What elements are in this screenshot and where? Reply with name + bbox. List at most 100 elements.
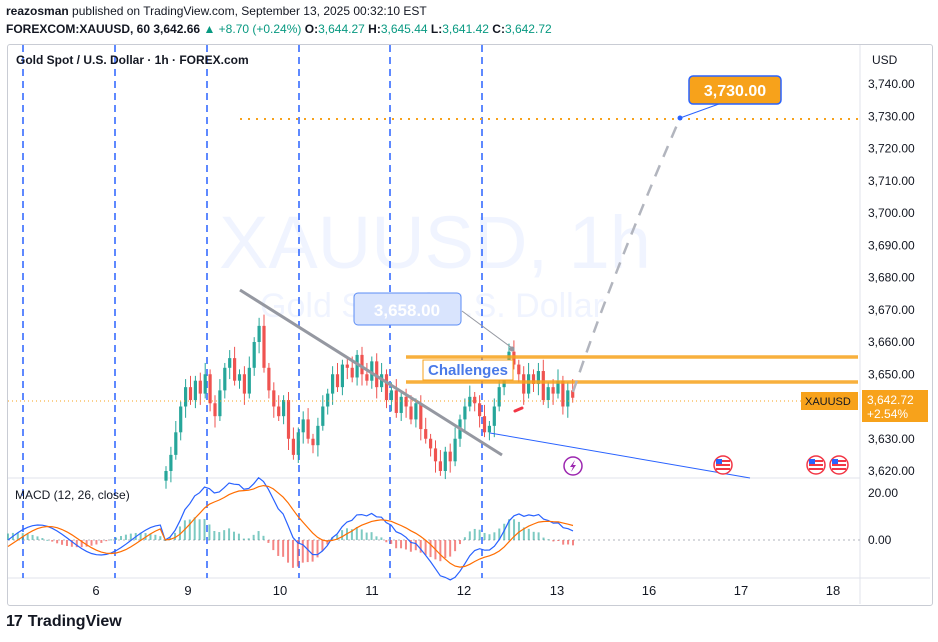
macd-hist-bar [287,540,290,563]
candle-body [203,374,207,394]
published-date: published on TradingView.com, September … [72,4,427,18]
macd-hist-bar [522,527,525,540]
macd-hist-bar [193,517,196,540]
tradingview-logo-icon: 17 [6,613,23,630]
macd-hist-bar [223,530,226,540]
time-axis[interactable]: 6 9 10 11 12 13 16 17 18 [92,583,840,598]
candle-body [571,390,575,398]
lightning-event-icon[interactable] [563,456,583,476]
candle-body [267,367,271,391]
us-flag-icon[interactable] [806,455,826,475]
macd-hist-bar [31,534,34,540]
macd-hist-bar [557,540,560,541]
macd-hist-bar [567,540,570,545]
currency-label[interactable]: USD [872,53,898,67]
macd-hist-bar [203,518,206,540]
macd-hist-bar [213,530,216,540]
descending-trendline[interactable] [239,288,503,457]
macd-hist-bar [409,540,412,552]
candle-body [482,416,487,433]
challenges-label[interactable]: Challenges [422,359,514,381]
macd-hist-bar [65,540,68,546]
price-badge-price: 3,642.72 [867,393,914,407]
author[interactable]: reazosman [6,4,69,18]
candle-body [188,387,193,401]
candle-body [409,406,413,420]
price-change: +8.70 (+0.24%) [218,22,302,36]
candle-body [321,406,325,426]
macd-axis[interactable]: 0.00 20.00 [868,486,898,547]
candle-body [345,364,349,368]
macd-hist-bar [149,533,152,540]
macd-hist-bar [375,536,378,540]
macd-tick-label: 20.00 [868,486,898,500]
macd-hist-bar [468,531,471,540]
candle-body [394,390,398,413]
close-label: C: [492,22,505,36]
macd-hist-bar [291,540,294,568]
price-tick-label: 3,620.00 [868,464,915,478]
candle-body [375,361,379,388]
candle-body [463,406,467,420]
macd-hist-bar [311,540,314,562]
target-label[interactable]: 3,730.00 [688,75,782,105]
candle-body [487,425,491,433]
candle-body [531,374,536,384]
macd-hist-bar [237,533,240,540]
candle-body [429,438,433,449]
candle-body [335,374,340,388]
macd-hist-bar [75,540,78,548]
macd-hist-bar [110,539,113,541]
support-trendline[interactable] [489,432,751,479]
macd-hist-bar [508,519,511,540]
macd-hist-bar [395,540,398,549]
macd-hist-bar [51,540,54,542]
macd-hist-bar [414,540,417,551]
macd-line [7,476,574,581]
macd-hist-bar [247,538,250,540]
candle-body [438,461,442,471]
level-callout[interactable]: 3,658.00 [353,292,462,326]
projection-path[interactable] [571,117,682,393]
price-tick-label: 3,710.00 [868,174,915,188]
candle-body [370,361,374,381]
candle-body [497,387,501,407]
macd-hist-bar [159,536,162,540]
watermark-symbol: XAUUSD, 1h [219,201,651,284]
us-flag-icon[interactable] [713,455,733,475]
candle-body [286,400,291,439]
price-tick-label: 3,720.00 [868,142,915,156]
tradingview-logo[interactable]: 17 TradingView [6,613,122,631]
macd-hist-bar [463,537,466,540]
last-price-badge: XAUUSD 3,642.72 +2.54% [801,390,928,422]
candle-body [301,419,305,433]
macd-hist-bar [46,539,49,541]
macd-hist-bar [242,538,245,540]
candle-body [316,425,320,446]
candle-body [384,374,389,401]
candle-body [296,432,300,455]
candle-body [262,325,266,368]
macd-hist-bar [124,534,127,540]
candle-body [228,358,232,368]
macd-title[interactable]: MACD (12, 26, close) [15,488,130,502]
macd-hist-bar [233,531,235,540]
macd-hist-bar [61,540,64,545]
time-tick-label: 18 [826,583,840,598]
candle-body [193,380,197,401]
symbol: FOREXCOM:XAUUSD, 60 [6,22,151,36]
candle-body [184,387,188,407]
time-tick-label: 16 [642,583,656,598]
macd-hist-bar [218,532,221,540]
macd-hist-bar [115,537,118,540]
macd-hist-bar [552,540,555,542]
chart-frame[interactable] [7,44,933,606]
macd-hist-bar [208,524,211,540]
us-flag-icon[interactable] [829,455,849,475]
candle-body [247,367,251,394]
macd-hist-bar [532,531,535,540]
macd-hist-bar [178,526,181,540]
level-callout-point [509,346,515,352]
macd-hist-bar [355,527,358,540]
